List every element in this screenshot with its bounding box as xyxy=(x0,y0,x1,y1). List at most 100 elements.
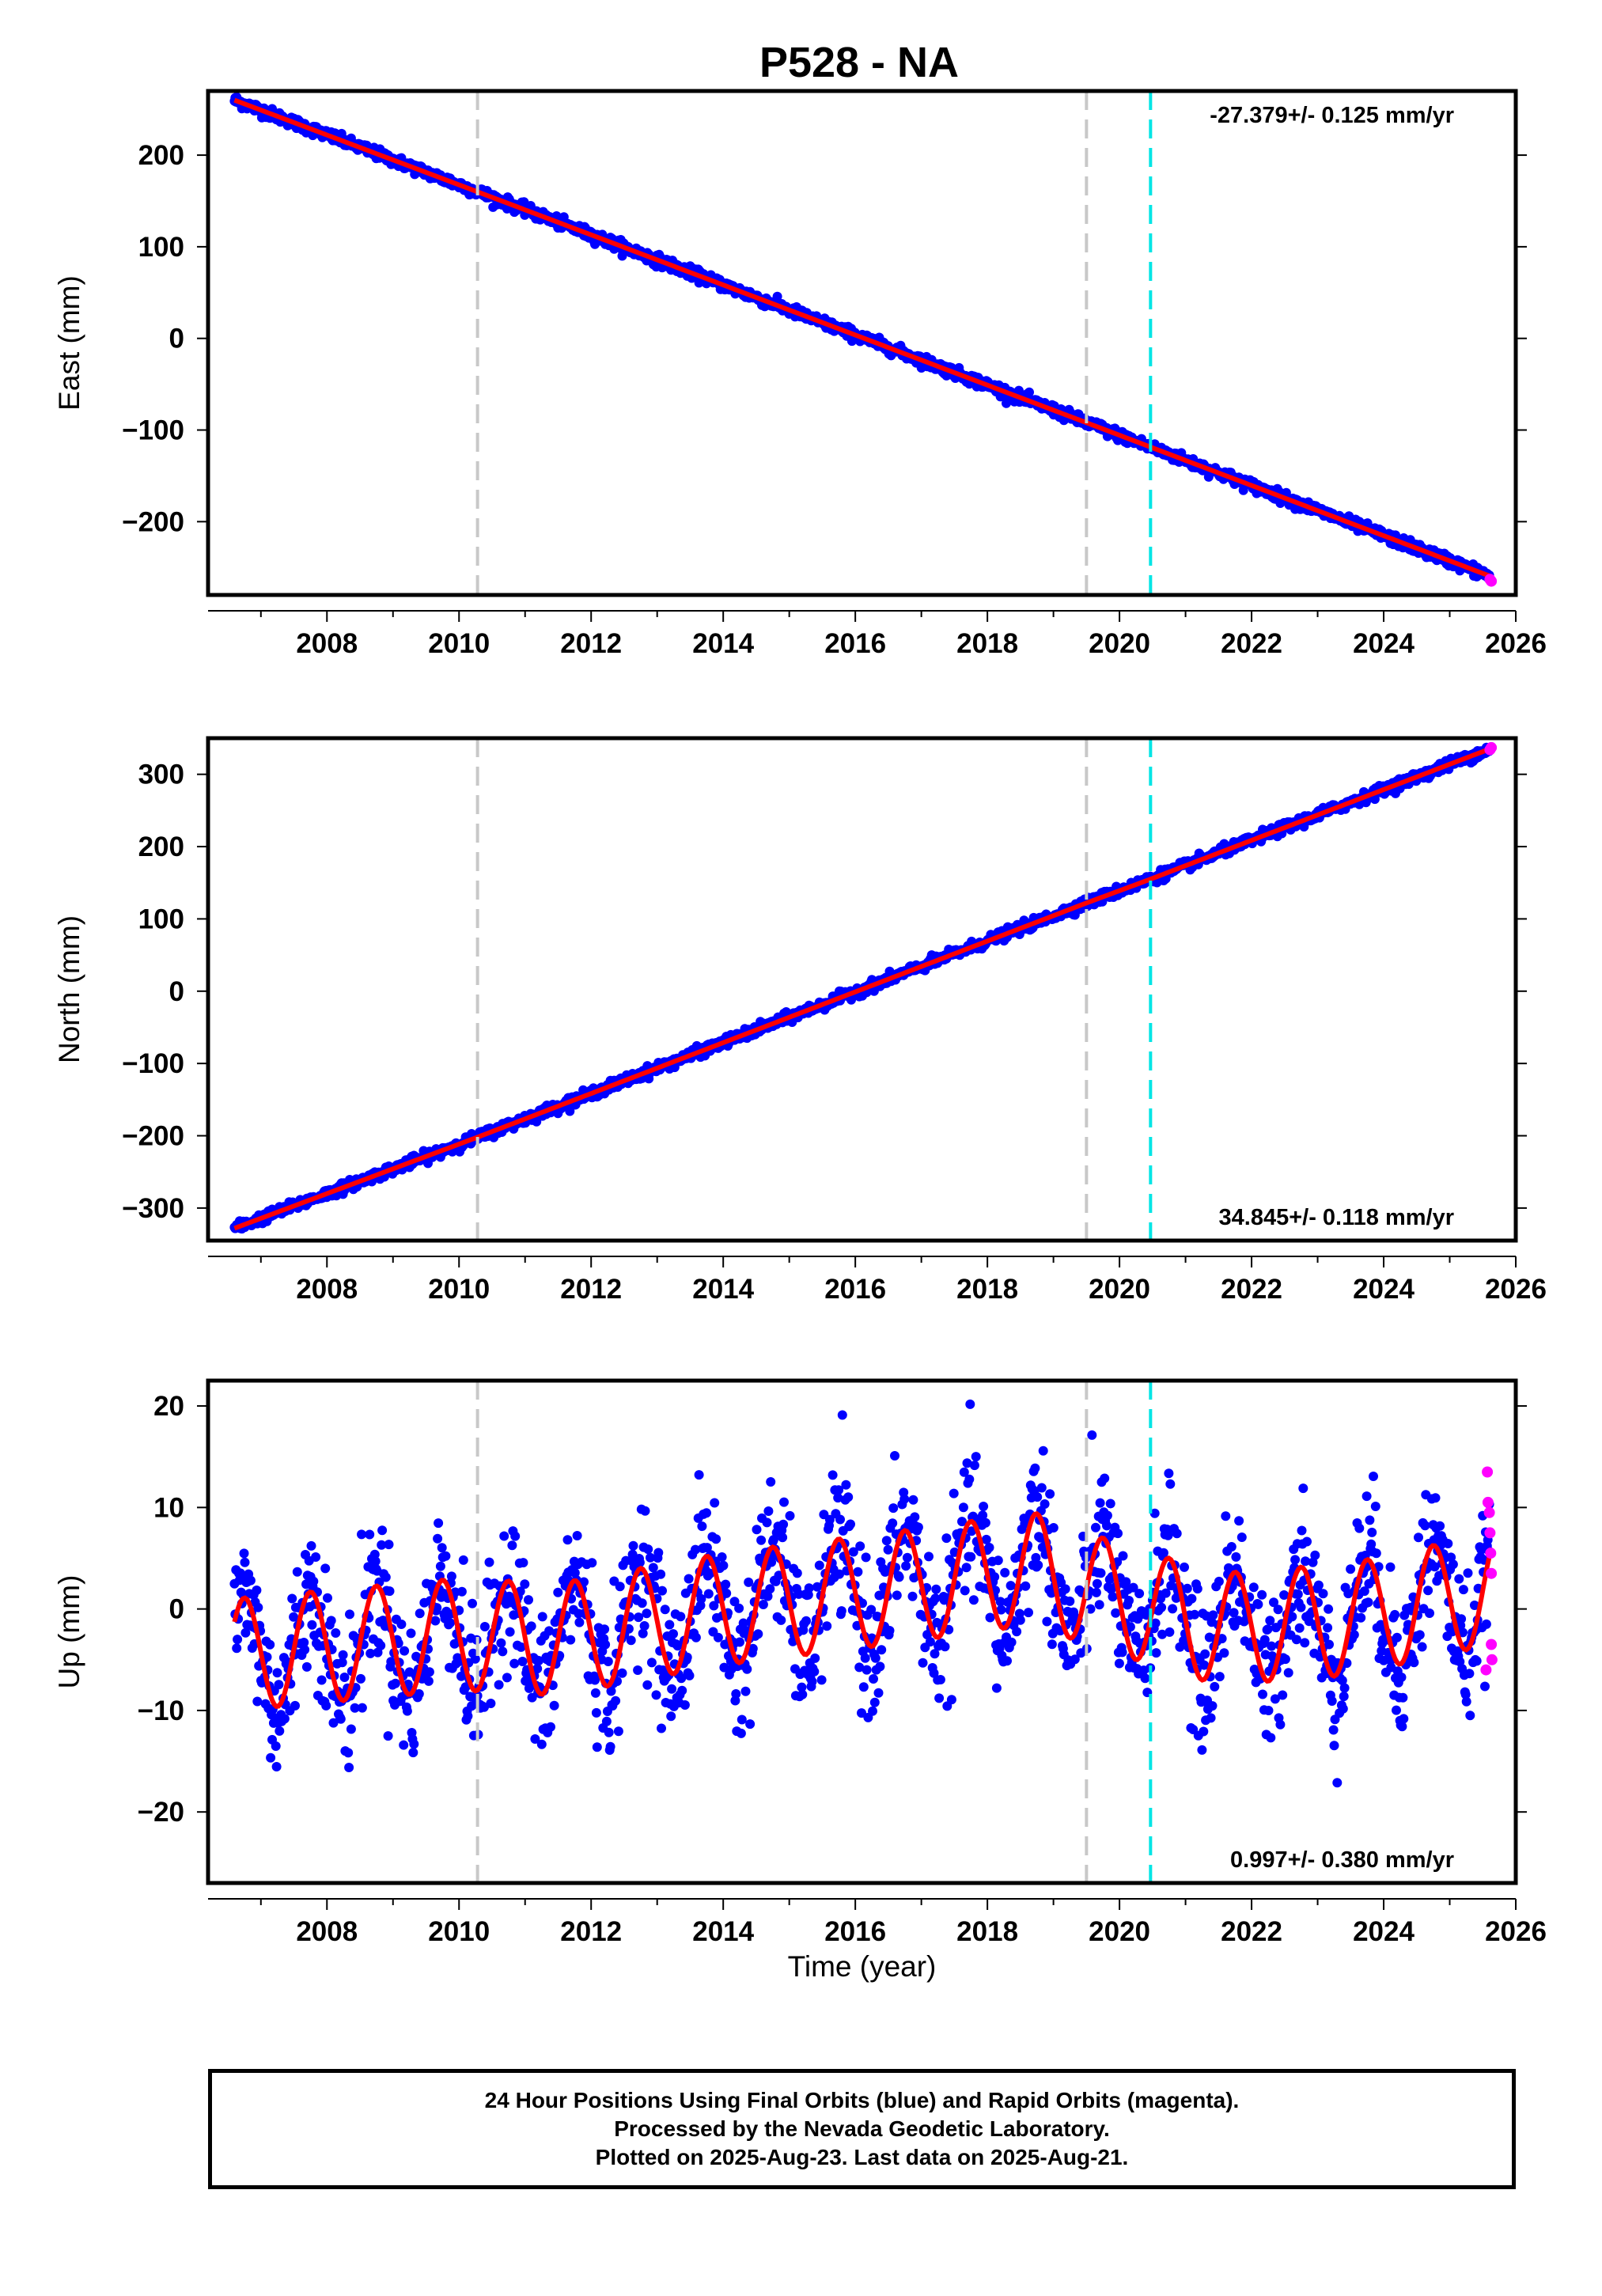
data-point xyxy=(572,1531,582,1540)
data-point xyxy=(430,1616,441,1626)
data-point xyxy=(613,1726,623,1737)
data-point xyxy=(415,1608,425,1619)
data-point xyxy=(740,1686,751,1696)
data-point xyxy=(869,1674,878,1684)
data-point xyxy=(396,1620,407,1629)
data-point xyxy=(1040,1499,1050,1509)
data-point xyxy=(656,1569,666,1579)
data-point xyxy=(301,1661,312,1672)
data-point xyxy=(1065,1596,1075,1606)
data-point xyxy=(657,1723,666,1733)
data-point xyxy=(668,1629,678,1639)
y-axis-label: North (mm) xyxy=(53,915,85,1063)
data-point xyxy=(985,1612,995,1623)
data-point xyxy=(816,1675,827,1685)
data-point xyxy=(1047,1639,1057,1650)
data-point xyxy=(744,1577,754,1587)
data-point xyxy=(810,1653,820,1663)
data-point xyxy=(240,1627,251,1638)
data-point xyxy=(1012,1627,1022,1637)
data-point xyxy=(507,1540,517,1551)
data-point xyxy=(991,1683,1002,1693)
data-point xyxy=(676,1673,687,1684)
data-point xyxy=(1302,1536,1312,1547)
data-point xyxy=(414,1689,424,1699)
data-point xyxy=(634,1612,644,1623)
data-point xyxy=(1118,1551,1128,1561)
data-point xyxy=(634,1557,645,1567)
y-tick-label: −300 xyxy=(122,1193,184,1224)
data-point xyxy=(981,1534,991,1544)
data-point xyxy=(1157,1629,1167,1639)
data-point xyxy=(1102,1521,1112,1531)
data-point xyxy=(892,1590,902,1601)
y-tick-label: 200 xyxy=(138,140,184,171)
data-point xyxy=(526,1621,536,1631)
data-point xyxy=(1221,1511,1231,1521)
data-point xyxy=(1172,1529,1182,1539)
data-point xyxy=(993,1555,1003,1566)
data-point xyxy=(1297,1525,1307,1536)
data-point xyxy=(343,1748,354,1758)
data-point xyxy=(406,1628,416,1639)
data-point xyxy=(918,1658,928,1668)
chart-title: P528 - NA xyxy=(759,39,959,86)
data-point xyxy=(717,1552,727,1562)
data-point xyxy=(1313,1580,1324,1590)
data-point xyxy=(776,1615,786,1625)
data-point xyxy=(835,1514,845,1525)
data-point xyxy=(1199,1660,1210,1670)
data-point xyxy=(748,1643,758,1654)
data-point xyxy=(809,1666,820,1677)
data-point xyxy=(719,1662,729,1673)
data-point xyxy=(642,1608,652,1619)
data-point xyxy=(1158,1548,1168,1558)
data-point xyxy=(626,1635,636,1646)
data-point xyxy=(861,1552,871,1563)
data-point xyxy=(1187,1593,1197,1604)
data-point xyxy=(967,1526,977,1536)
data-point xyxy=(604,1727,614,1737)
data-point xyxy=(960,1586,970,1596)
data-point xyxy=(843,1492,854,1502)
data-point xyxy=(479,1622,490,1631)
data-point xyxy=(423,1676,434,1686)
data-point xyxy=(356,1673,365,1684)
data-point xyxy=(463,1711,473,1721)
plot-area xyxy=(229,738,1498,1241)
data-point xyxy=(763,1506,774,1516)
data-point xyxy=(1197,1745,1207,1755)
data-point xyxy=(1263,1624,1273,1635)
data-point xyxy=(1192,1584,1202,1594)
data-point xyxy=(697,1521,707,1532)
data-point xyxy=(344,1763,354,1772)
data-point xyxy=(601,1716,612,1726)
data-point xyxy=(637,1598,647,1608)
data-point xyxy=(639,1621,650,1631)
data-point xyxy=(1015,1615,1025,1625)
data-point xyxy=(1030,1463,1040,1473)
data-point xyxy=(1092,1578,1102,1589)
data-point xyxy=(958,1502,968,1513)
data-point xyxy=(965,1399,975,1409)
data-point xyxy=(648,1563,658,1573)
data-point xyxy=(1214,1672,1225,1682)
data-point xyxy=(854,1662,865,1673)
data-point xyxy=(240,1557,250,1567)
data-point xyxy=(402,1706,412,1716)
data-point xyxy=(946,1695,956,1705)
data-point xyxy=(399,1740,409,1750)
data-point xyxy=(434,1518,444,1529)
data-point xyxy=(606,1686,616,1696)
x-tick-label: 2012 xyxy=(560,628,622,659)
data-point xyxy=(628,1540,638,1551)
data-point xyxy=(996,1605,1006,1615)
data-point xyxy=(643,1544,653,1555)
data-point xyxy=(502,1673,512,1683)
y-axis-label: East (mm) xyxy=(53,275,85,411)
data-point xyxy=(605,1741,615,1752)
data-point xyxy=(357,1703,367,1713)
data-point xyxy=(660,1605,670,1615)
data-point xyxy=(1033,1560,1043,1570)
data-point xyxy=(546,1722,555,1732)
